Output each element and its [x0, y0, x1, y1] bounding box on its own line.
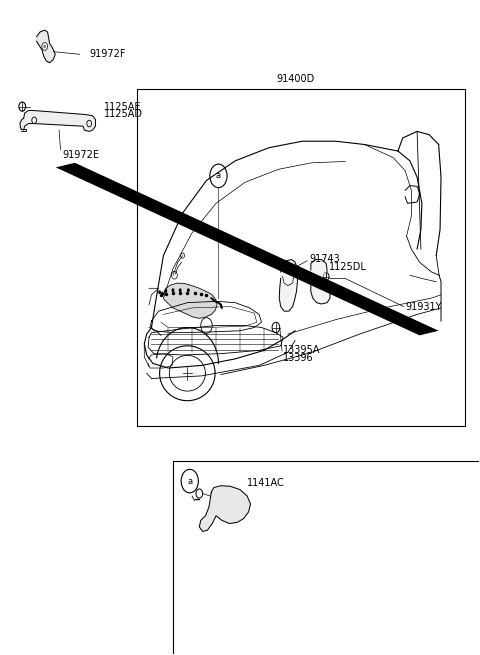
Text: 13395A: 13395A [283, 345, 321, 356]
Text: 91400D: 91400D [276, 74, 314, 84]
Polygon shape [36, 30, 55, 63]
Circle shape [187, 288, 190, 292]
Text: 1125AE: 1125AE [104, 102, 141, 111]
Text: 13396: 13396 [283, 353, 314, 364]
Circle shape [161, 291, 164, 295]
Text: a: a [187, 477, 192, 485]
Polygon shape [56, 163, 439, 335]
Bar [137, 89, 465, 426]
Text: 1125AD: 1125AD [104, 109, 143, 119]
Text: 91972F: 91972F [89, 49, 126, 60]
Circle shape [158, 290, 161, 294]
Circle shape [171, 288, 174, 292]
Text: 91931Y: 91931Y [405, 301, 442, 312]
Polygon shape [163, 283, 217, 318]
Text: 1125DL: 1125DL [328, 262, 366, 272]
Circle shape [179, 288, 181, 292]
Text: 91972E: 91972E [62, 150, 99, 160]
Polygon shape [279, 259, 298, 311]
Text: 91743: 91743 [310, 254, 340, 264]
Bar [173, 462, 480, 655]
Text: a: a [216, 172, 221, 180]
Polygon shape [20, 111, 96, 132]
Circle shape [164, 289, 167, 293]
Circle shape [43, 45, 46, 48]
Polygon shape [311, 259, 330, 304]
Polygon shape [199, 485, 251, 531]
Text: 1141AC: 1141AC [247, 478, 285, 488]
Circle shape [42, 43, 48, 50]
